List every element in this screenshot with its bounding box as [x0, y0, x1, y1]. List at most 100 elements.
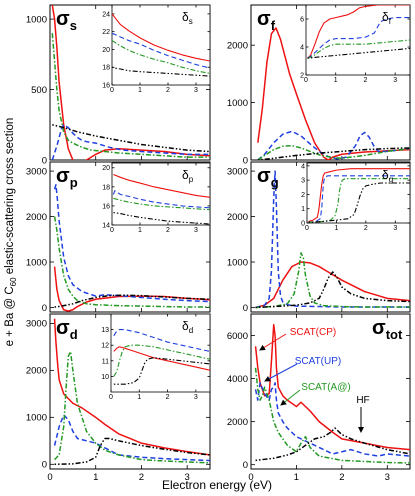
inset-p-xtick-label: 2	[166, 227, 170, 234]
g-series-blue	[255, 170, 410, 309]
inset-g-series-blue	[308, 175, 410, 223]
f-series-black	[257, 147, 410, 160]
annotation-hf: HF	[356, 395, 369, 406]
arrow-scat-a	[280, 389, 301, 406]
d-series-red	[53, 318, 210, 456]
y-axis-label: e + Ba @ C60 elastic-scattering cross se…	[4, 118, 18, 347]
inset-p-ytick-label: 18	[102, 184, 110, 191]
tot-xtick-label: 3	[385, 472, 390, 483]
inset-d-ytick-label: 12	[101, 343, 109, 350]
inset-s-series-blue	[112, 32, 210, 69]
inset-g-series-red	[308, 168, 410, 223]
d-ytick-label: 0	[42, 460, 47, 471]
s-ytick-label: 0	[42, 155, 47, 166]
inset-f-series-blue	[307, 17, 410, 59]
p-series-blue	[53, 183, 210, 303]
tot-frame	[250, 313, 411, 470]
d-ytick-label: 3000	[26, 319, 47, 330]
inset-d-ytick-label: 10	[101, 374, 109, 381]
inset-d-xtick-label: 2	[166, 394, 170, 401]
annotation-scat-up: SCAT(UP)	[295, 356, 341, 367]
panel-sigma-g: 0 1000 2000 3000 σg 0 1 2 3 0 1 2 3 4 δg	[227, 161, 411, 314]
inset-s-frame	[111, 4, 211, 86]
tot-ytick-label: 2000	[227, 417, 248, 428]
panel-sigma-tot: 0 1 2 3 0 2000 4000 6000 σtot	[227, 313, 411, 483]
p-ytick-label: 1000	[26, 257, 47, 268]
s-series-black	[52, 124, 210, 153]
p-series-green	[53, 216, 210, 308]
inset-d-series-blue	[113, 329, 210, 352]
d-ytick-label: 2000	[26, 366, 47, 377]
f-ytick-label: 0	[243, 155, 248, 166]
inset-f-ytick-label: 4	[300, 44, 304, 51]
inset-p-ytick-label: 14	[102, 222, 110, 229]
p-ytick-label: 0	[42, 303, 47, 314]
inset-f-xtick-label: 0	[304, 77, 308, 84]
inset-s-ytick-label: 16	[102, 82, 110, 89]
inset-p-series-red	[113, 173, 210, 198]
inset-f-ytick-label: 6	[300, 16, 304, 23]
inset-f-xtick-label: 3	[393, 77, 397, 84]
inset-p-xtick-label: 1	[138, 227, 142, 234]
inset-d-series-green	[113, 344, 210, 377]
inset-s-xtick-label: 1	[138, 87, 142, 94]
g-label: σg	[257, 165, 279, 190]
inset-p-series-black	[113, 212, 210, 225]
inset-g-xtick-label: 1	[334, 225, 338, 232]
d-xtick-label: 2	[139, 472, 144, 483]
inset-g-xtick-label: 2	[364, 225, 368, 232]
inset-p-ytick-label: 20	[102, 165, 110, 172]
panel-sigma-p: 0 1000 2000 3000 σp 0 1 2 3 14 16 18 20 δp	[26, 161, 211, 314]
f-ytick-label: 2000	[227, 41, 248, 52]
inset-p-xtick-label: 0	[110, 227, 114, 234]
inset-s-label: δs	[182, 10, 193, 26]
tot-xtick-label: 2	[339, 472, 344, 483]
d-xtick-label: 3	[184, 472, 189, 483]
annotation-scat-a: SCAT(A@)	[301, 382, 350, 393]
s-ytick-label: 1000	[26, 14, 47, 25]
tot-series-black	[255, 427, 410, 462]
inset-d-ytick-label: 13	[101, 327, 109, 334]
inset-delta-g: 0 1 2 3 0 1 2 3 4 δg	[301, 162, 411, 232]
inset-f-series-black	[307, 47, 410, 59]
inset-d-frame	[110, 313, 211, 393]
panel-sigma-f: 0 1000 2000 σf 0 1 2 3 2 4 6 δf	[227, 4, 411, 166]
inset-g-ytick-label: 0	[301, 220, 305, 227]
inset-f-frame	[305, 4, 411, 76]
inset-g-xtick-label: 3	[393, 225, 397, 232]
d-series-green	[54, 350, 210, 464]
inset-f-label: δf	[382, 10, 392, 26]
arrow-scat-cp	[259, 333, 287, 351]
inset-p-xtick-label: 3	[194, 227, 198, 234]
s-ytick-label: 500	[31, 85, 47, 96]
tot-xtick-label: 0	[248, 472, 253, 483]
inset-s-ytick-label: 18	[102, 65, 110, 72]
inset-d-xtick-label: 3	[194, 394, 198, 401]
g-ytick-label: 2000	[227, 212, 248, 223]
inset-f-series-green	[307, 39, 410, 59]
tot-series-green	[254, 367, 410, 464]
g-series-black	[255, 271, 410, 309]
p-ytick-label: 3000	[26, 166, 47, 177]
inset-d-label: δd	[182, 319, 193, 335]
d-series-black	[54, 437, 210, 466]
inset-f-xtick-label: 2	[363, 77, 367, 84]
inset-d-series-red	[113, 346, 210, 371]
x-axis-label: Electron energy (eV)	[162, 478, 272, 492]
tot-xtick-label: 1	[294, 472, 299, 483]
inset-g-xtick-label: 0	[305, 225, 309, 232]
inset-s-ytick-label: 20	[102, 47, 110, 54]
g-ytick-label: 3000	[227, 166, 248, 177]
inset-d-ytick-label: 11	[102, 358, 109, 365]
inset-g-series-black	[308, 182, 410, 223]
inset-s-xtick-label: 3	[194, 87, 198, 94]
g-series-red	[255, 261, 410, 309]
s-series-red	[51, 5, 210, 160]
s-series-green	[51, 33, 210, 158]
tot-ytick-label: 4000	[227, 374, 248, 385]
p-series-black	[54, 294, 210, 308]
inset-s-ytick-label: 24	[102, 11, 110, 18]
